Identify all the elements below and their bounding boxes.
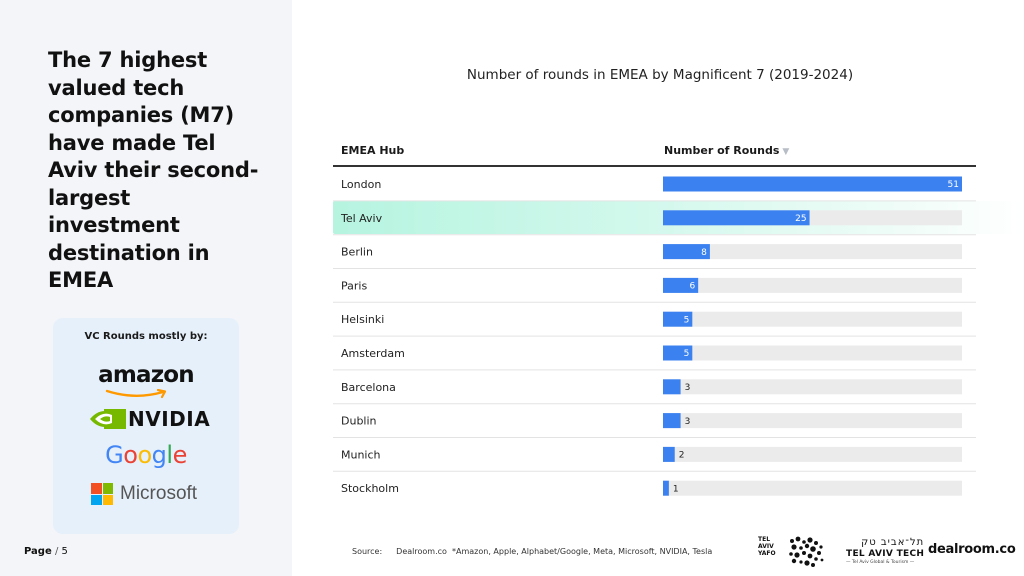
row-label-paris: Paris [341, 279, 367, 292]
page-indicator: Page / 5 [24, 546, 68, 557]
microsoft-grid-icon [91, 483, 113, 505]
row-label-stockholm: Stockholm [341, 482, 399, 495]
value-label-munich: 2 [679, 451, 685, 461]
value-label-dublin: 3 [685, 417, 691, 427]
bar-helsinki [663, 311, 693, 327]
page-label: Page [24, 546, 52, 557]
amazon-logo: amazon [53, 362, 239, 399]
bar-tel-aviv [663, 210, 810, 226]
bar-track-helsinki [663, 311, 962, 327]
column-header-rounds-label: Number of Rounds [664, 144, 780, 157]
bar-track-munich [663, 446, 962, 462]
bar-paris [663, 277, 699, 293]
google-letter: o [137, 441, 152, 469]
tel-aviv-yafo-text: TEL AVIV YAFO [758, 536, 776, 557]
amazon-wordmark: amazon [98, 362, 195, 388]
google-letter: l [166, 441, 173, 469]
tel-aviv-dots-icon [789, 536, 824, 567]
value-label-stockholm: 1 [673, 484, 679, 494]
column-header-rounds[interactable]: Number of Rounds ▼ [664, 144, 789, 157]
chart-title: Number of rounds in EMEA by Magnificent … [466, 67, 854, 83]
value-label-tel-aviv: 25 [795, 214, 806, 224]
headline: The 7 highest valued tech companies (M7)… [48, 48, 259, 292]
row-label-london: London [341, 178, 381, 191]
tel-aviv-yafo-logo: TEL AVIV YAFO [758, 533, 826, 569]
nvidia-wordmark: NVIDIA [128, 407, 211, 431]
google-logo: Google [53, 441, 239, 469]
value-label-barcelona: 3 [685, 383, 691, 393]
row-label-berlin: Berlin [341, 246, 373, 259]
google-letter: g [151, 441, 167, 469]
amazon-smile-icon [105, 389, 167, 399]
sort-down-icon[interactable]: ▼ [782, 147, 790, 157]
row-label-munich: Munich [341, 448, 381, 461]
source-footnote: *Amazon, Apple, Alphabet/Google, Meta, M… [452, 547, 713, 556]
vc-rounds-card: VC Rounds mostly by: amazon NVIDIA Googl… [53, 318, 239, 534]
nvidia-eye-icon [90, 409, 126, 429]
tel-aviv-yafo-line: TEL [758, 536, 771, 543]
row-label-amsterdam: Amsterdam [341, 347, 405, 360]
bar-track-stockholm [663, 480, 962, 496]
column-header-hub: EMEA Hub [341, 144, 405, 157]
bar-track-barcelona [663, 379, 962, 395]
header-divider [333, 165, 976, 167]
tel-aviv-yafo-line: AVIV [758, 543, 774, 550]
bar-munich [663, 446, 675, 462]
value-label-berlin: 8 [701, 248, 707, 258]
row-label-dublin: Dublin [341, 415, 377, 428]
tel-aviv-yafo-line: YAFO [758, 550, 776, 557]
value-label-london: 51 [948, 180, 959, 190]
tel-aviv-tech-hebrew: תל־אביב טק [861, 537, 925, 548]
bar-barcelona [663, 379, 681, 395]
tel-aviv-tech-subtitle: — Tel Aviv Global & Tourism — [846, 560, 915, 565]
page-separator: / [54, 546, 59, 557]
source-note: Source: Dealroom.co *Amazon, Apple, Alpha… [352, 547, 712, 556]
row-label-helsinki: Helsinki [341, 313, 384, 326]
google-letter: o [123, 441, 138, 469]
bar-amsterdam [663, 345, 693, 361]
nvidia-logo: NVIDIA [90, 407, 210, 431]
value-label-paris: 6 [689, 282, 695, 292]
source-provider: Dealroom.co [396, 547, 447, 556]
bar-london [663, 176, 962, 192]
row-label-barcelona: Barcelona [341, 381, 396, 394]
bar-track-paris [663, 277, 962, 293]
left-panel: The 7 highest valued tech companies (M7)… [0, 0, 292, 576]
value-label-helsinki: 5 [684, 315, 690, 325]
page-number: 5 [61, 546, 68, 557]
tel-aviv-tech-wordmark: TEL AVIV TECH [846, 549, 925, 559]
microsoft-wordmark: Microsoft [120, 483, 198, 504]
vc-card-title: VC Rounds mostly by: [84, 331, 208, 342]
source-label: Source: [352, 547, 383, 556]
row-label-tel-aviv: Tel Aviv [340, 212, 383, 225]
bar-berlin [663, 244, 710, 260]
value-label-amsterdam: 5 [684, 349, 690, 359]
google-letter: e [172, 441, 188, 469]
google-letter: G [105, 441, 124, 469]
bar-dublin [663, 413, 681, 429]
bar-stockholm [663, 480, 669, 496]
bar-track-amsterdam [663, 345, 962, 361]
dealroom-logo: dealroom.co [928, 542, 1016, 557]
bar-track-berlin [663, 244, 962, 260]
bar-track-dublin [663, 413, 962, 429]
tel-aviv-tech-logo: תל־אביב טק TEL AVIV TECH — Tel Aviv Glob… [846, 537, 924, 565]
microsoft-logo: Microsoft [91, 483, 197, 505]
